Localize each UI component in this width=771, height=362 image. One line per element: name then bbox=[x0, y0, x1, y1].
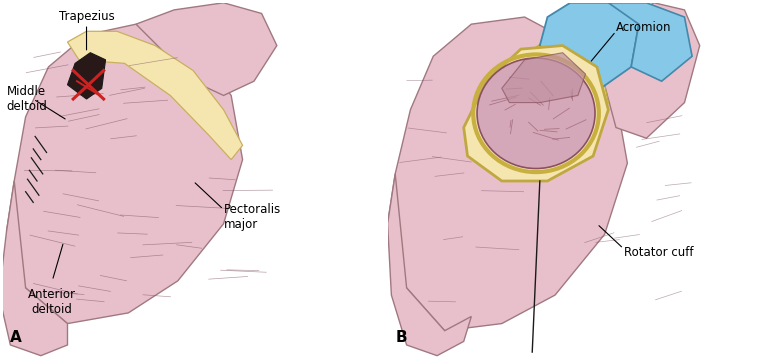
Polygon shape bbox=[0, 181, 68, 355]
Text: Trapezius: Trapezius bbox=[59, 10, 114, 23]
Text: Rotator cuff: Rotator cuff bbox=[624, 246, 693, 259]
Text: Pectoralis
major: Pectoralis major bbox=[224, 203, 281, 231]
Polygon shape bbox=[517, 38, 608, 117]
Text: B: B bbox=[396, 330, 407, 345]
Polygon shape bbox=[540, 3, 639, 88]
Text: Acromion: Acromion bbox=[616, 21, 672, 34]
Polygon shape bbox=[68, 31, 243, 160]
Polygon shape bbox=[7, 24, 243, 324]
Circle shape bbox=[477, 58, 595, 169]
Polygon shape bbox=[388, 17, 628, 331]
Polygon shape bbox=[388, 174, 471, 355]
Polygon shape bbox=[608, 3, 692, 81]
Text: Anterior
deltoid: Anterior deltoid bbox=[29, 288, 76, 316]
Polygon shape bbox=[68, 53, 106, 99]
Polygon shape bbox=[136, 3, 277, 96]
Text: A: A bbox=[10, 330, 22, 345]
Text: Middle
deltoid: Middle deltoid bbox=[7, 85, 48, 113]
Polygon shape bbox=[463, 46, 608, 181]
Polygon shape bbox=[597, 3, 700, 138]
Polygon shape bbox=[502, 53, 585, 102]
